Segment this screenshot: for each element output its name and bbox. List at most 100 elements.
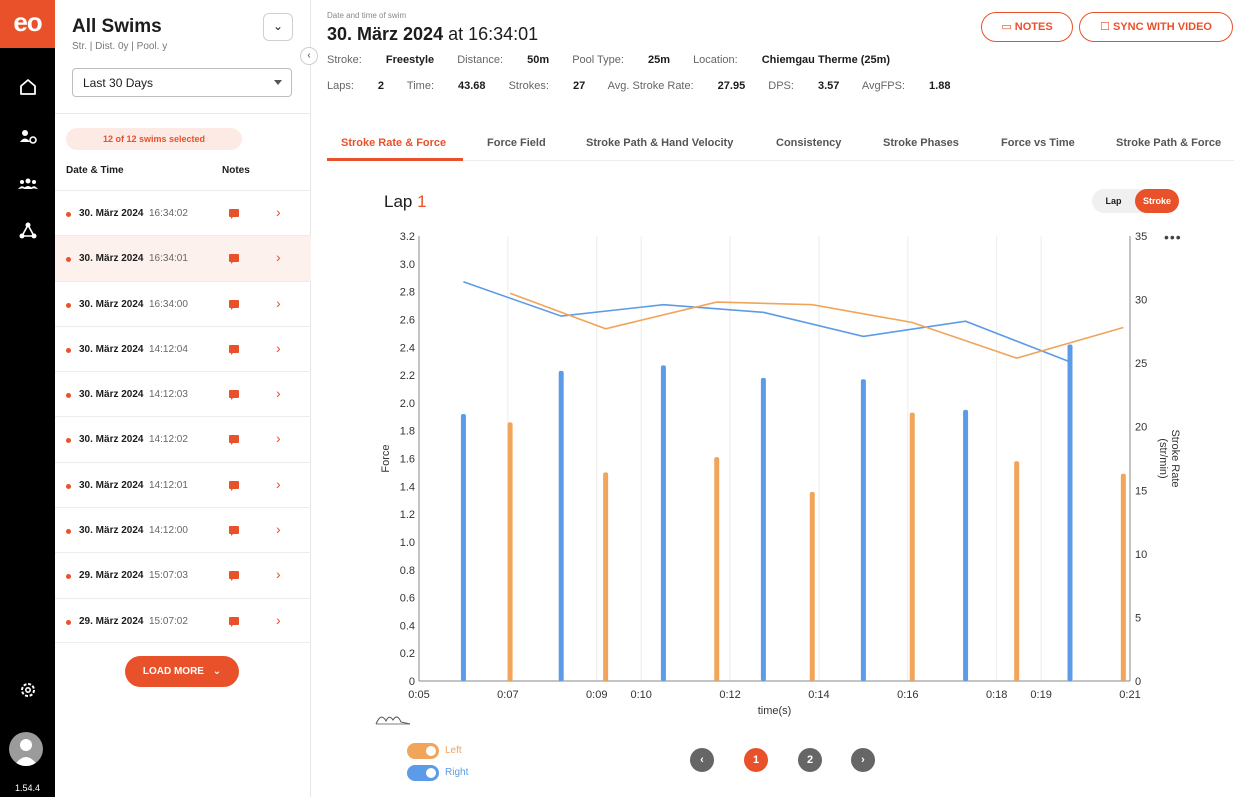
segment-lap[interactable]: Lap — [1105, 196, 1122, 206]
chevron-right-icon[interactable]: › — [276, 611, 281, 628]
swim-row[interactable]: 30. März 2024 14:12:04 › — [55, 325, 311, 371]
note-icon[interactable] — [229, 390, 239, 401]
sync-video-button[interactable]: ☐ SYNC WITH VIDEO — [1079, 12, 1233, 42]
y-tick-label: 0.8 — [400, 565, 415, 577]
chevron-right-icon[interactable]: › — [276, 430, 281, 447]
swim-row-selected[interactable]: 30. März 2024 16:34:01 › — [55, 235, 311, 281]
note-icon[interactable] — [229, 299, 239, 310]
note-icon[interactable] — [229, 254, 239, 265]
waveform-icon[interactable] — [375, 710, 411, 726]
avatar[interactable] — [9, 732, 43, 766]
chevron-right-icon[interactable]: › — [276, 204, 281, 220]
chevron-right-icon[interactable]: › — [276, 294, 281, 311]
note-icon: ▭ — [1001, 21, 1012, 33]
status-dot — [66, 574, 71, 580]
swim-time: 14:12:00 — [149, 525, 188, 537]
chart-tabs: Stroke Rate & Force Force Field Stroke P… — [327, 124, 1234, 161]
segment-stroke[interactable]: Stroke — [1135, 189, 1179, 213]
chevron-right-icon[interactable]: › — [276, 475, 281, 492]
y2-tick-label: 25 — [1135, 358, 1147, 370]
note-icon[interactable] — [229, 344, 239, 355]
page-2-button[interactable]: 2 — [798, 748, 822, 772]
note-icon[interactable] — [229, 526, 239, 537]
y-tick-label: 2.4 — [400, 342, 415, 354]
active-tab-indicator — [327, 158, 463, 161]
x-tick-label: 0:14 — [808, 689, 829, 701]
tab-force-vs-time[interactable]: Force vs Time — [1001, 137, 1075, 149]
swim-row[interactable]: 30. März 2024 14:12:02 › — [55, 416, 311, 461]
info-item: Avg. Stroke Rate: 27.95 — [607, 80, 746, 92]
team-settings-icon[interactable] — [15, 124, 41, 150]
notes-button[interactable]: ▭ NOTES — [981, 12, 1073, 42]
note-icon[interactable] — [229, 435, 239, 446]
selected-count-badge[interactable]: 12 of 12 swims selected — [66, 128, 242, 150]
force-bar-right — [963, 409, 969, 681]
y-tick-label: 2.8 — [400, 287, 415, 299]
y-axis-label: Force — [380, 444, 392, 472]
chevron-right-icon[interactable]: › — [276, 249, 281, 266]
chevron-down-icon: ⌄ — [212, 666, 222, 677]
info-item: Strokes: 27 — [508, 80, 586, 92]
swim-date: 30. März 2024 — [79, 298, 144, 310]
y2-tick-label: 20 — [1135, 422, 1147, 434]
swim-row[interactable]: 30. März 2024 14:12:03 › — [55, 371, 311, 416]
status-dot — [66, 619, 71, 625]
more-options-icon[interactable]: ••• — [1164, 229, 1182, 245]
legend-left-label: Left — [445, 745, 462, 756]
swim-list-panel: All Swims Str. | Dist. 0y | Pool. y ⌄ ‹ … — [55, 0, 318, 797]
swim-time: 15:07:03 — [149, 570, 188, 582]
force-bar-left — [1014, 461, 1020, 681]
panel-subtitle: Str. | Dist. 0y | Pool. y — [72, 41, 168, 52]
status-dot — [66, 212, 71, 217]
swim-row[interactable]: 29. März 2024 15:07:02 › — [55, 597, 311, 643]
chevron-right-icon[interactable]: › — [276, 521, 281, 538]
settings-icon[interactable] — [15, 677, 41, 703]
swim-date: 30. März 2024 — [79, 525, 144, 537]
home-icon[interactable] — [15, 74, 41, 100]
tab-force-field[interactable]: Force Field — [487, 137, 546, 149]
group-icon[interactable] — [15, 171, 41, 197]
x-tick-label: 0:07 — [497, 689, 518, 701]
prev-page-button[interactable]: ‹ — [690, 748, 714, 772]
swim-row[interactable]: 30. März 2024 16:34:00 › — [55, 280, 311, 326]
chevron-right-icon[interactable]: › — [276, 385, 281, 402]
chevron-right-icon[interactable]: › — [276, 566, 281, 583]
swim-date: 30. März 2024 — [79, 253, 144, 265]
toggle-right[interactable] — [407, 765, 439, 781]
collapse-panel-button[interactable]: ‹ — [300, 47, 318, 65]
chevron-right-icon[interactable]: › — [276, 339, 281, 356]
y-tick-label: 0 — [409, 676, 415, 688]
note-icon[interactable] — [229, 480, 239, 491]
note-icon[interactable] — [229, 616, 239, 627]
tab-consistency[interactable]: Consistency — [776, 137, 842, 149]
swim-time: 15:07:02 — [149, 615, 188, 627]
page-1-button[interactable]: 1 — [744, 748, 768, 772]
tab-stroke-path-velocity[interactable]: Stroke Path & Hand Velocity — [586, 137, 734, 149]
tab-stroke-phases[interactable]: Stroke Phases — [883, 137, 959, 149]
swim-row[interactable]: 30. März 2024 14:12:01 › — [55, 461, 311, 507]
note-icon[interactable] — [229, 571, 239, 582]
next-page-button[interactable]: › — [851, 748, 875, 772]
lap-label: Lap — [384, 192, 413, 211]
status-dot — [66, 393, 71, 399]
swim-date: 30. März 2024 — [79, 434, 144, 446]
swim-time: 16:34:02 — [149, 208, 188, 219]
stroke-rate-force-chart: 0 0.2 0.4 0.6 0.8 1.0 1.2 1.4 1.6 1.8 2.0 2.2 2.4 2.6… — [380, 231, 1181, 717]
toggle-left[interactable] — [407, 743, 439, 759]
eo-logo[interactable]: eo — [0, 0, 55, 48]
swim-time: 16:34:00 — [149, 298, 188, 310]
tab-stroke-path-force[interactable]: Stroke Path & Force — [1116, 137, 1222, 149]
swim-row[interactable]: 30. März 2024 16:34:02 › — [55, 190, 311, 235]
tab-stroke-rate-force[interactable]: Stroke Rate & Force — [341, 137, 447, 149]
panel-dropdown-button[interactable]: ⌄ — [263, 13, 293, 41]
y2-tick-label: 10 — [1135, 549, 1147, 561]
force-bar-left — [909, 412, 915, 681]
load-more-button[interactable]: LOAD MORE ⌄ — [125, 656, 239, 687]
swim-row[interactable]: 30. März 2024 14:12:00 › — [55, 507, 311, 552]
y2-tick-label: 30 — [1135, 295, 1147, 307]
network-icon[interactable] — [15, 218, 41, 244]
date-range-select[interactable]: Last 30 Days — [72, 68, 292, 97]
title-at: at — [448, 24, 464, 44]
swim-row[interactable]: 29. März 2024 15:07:03 › — [55, 552, 311, 597]
note-icon[interactable] — [229, 209, 239, 219]
